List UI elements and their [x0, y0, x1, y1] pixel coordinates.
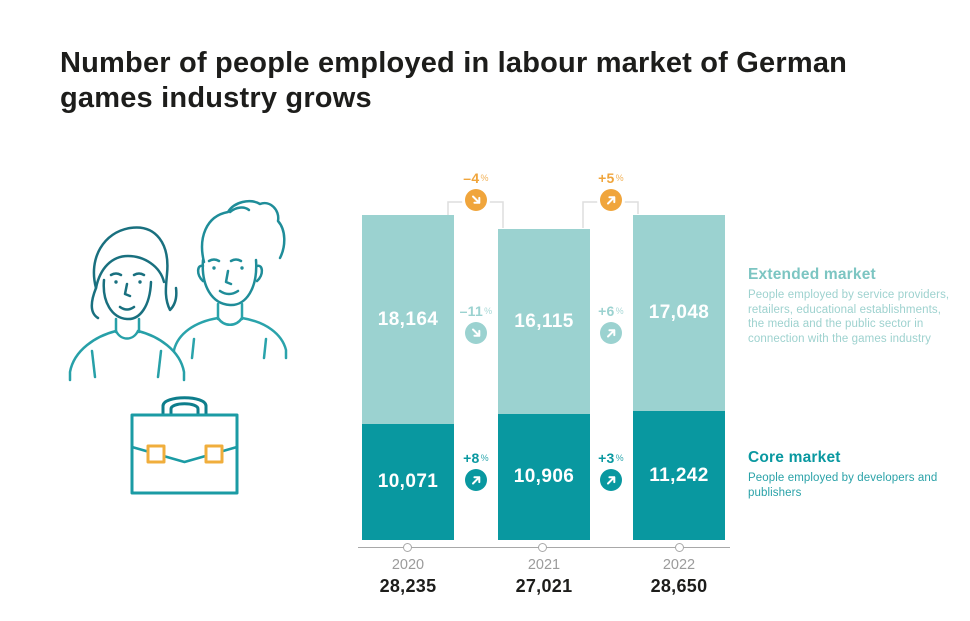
core-change-badge-2021-2022: +3%: [576, 450, 646, 491]
people-briefcase-illustration: [68, 200, 288, 495]
core-segment-2021: 10,906: [498, 414, 590, 540]
year-label-2022: 2022: [662, 557, 696, 573]
page-title-line-2: games industry grows: [60, 82, 372, 114]
axis-tick-dot-2021: [538, 543, 547, 552]
extended-change-badge-2020-2021: –11%: [441, 303, 511, 344]
total-change-label: +5%: [598, 170, 624, 186]
extended-segment-2021: 16,115: [498, 229, 590, 414]
arrow-up-icon: [600, 322, 622, 344]
legend-extended-market: Extended market People employed by servi…: [748, 266, 953, 346]
bar-2022: 17,048 11,242: [633, 215, 725, 540]
extended-change-badge-2021-2022: +6%: [576, 303, 646, 344]
core-change-label: +3%: [598, 450, 624, 466]
year-label-2020: 2020: [391, 557, 425, 573]
total-label-2021: 27,021: [515, 576, 573, 596]
extended-value-2022: 17,048: [648, 302, 710, 323]
core-change-label: +8%: [463, 450, 489, 466]
bar-2020: 18,164 10,071: [362, 215, 454, 540]
extended-segment-2020: 18,164: [362, 215, 454, 424]
arrow-up-icon: [600, 469, 622, 491]
axis-tick-dot-2020: [403, 543, 412, 552]
arrow-up-icon: [465, 469, 487, 491]
legend-core-title: Core market: [748, 449, 841, 466]
core-value-2022: 11,242: [649, 464, 709, 486]
briefcase-buckle-left: [146, 444, 166, 464]
man-illustration: [172, 200, 288, 360]
bar-2021: 16,115 10,906: [498, 229, 590, 540]
extended-value-2020: 18,164: [377, 308, 439, 330]
core-value-2020: 10,071: [377, 471, 439, 492]
page-title-line-1: Number of people employed in labour mark…: [60, 47, 848, 79]
year-label-2021: 2021: [527, 557, 561, 573]
woman-illustration: [68, 226, 186, 386]
extended-change-label: –11%: [459, 303, 493, 319]
axis-tick-dot-2022: [675, 543, 684, 552]
total-change-badge-2021-2022: +5%: [576, 170, 646, 211]
total-change-label: –4%: [463, 170, 489, 186]
total-change-badge-2020-2021: –4%: [441, 170, 511, 211]
extended-value-2021: 16,115: [514, 310, 574, 332]
total-label-2022: 28,650: [650, 576, 708, 596]
arrow-up-icon: [600, 189, 622, 211]
arrow-down-icon: [465, 189, 487, 211]
page-title: Number of people employed in labour mark…: [60, 46, 920, 116]
legend-extended-description: People employed by service providers, re…: [748, 289, 950, 345]
arrow-down-icon: [465, 322, 487, 344]
briefcase-buckle-right: [204, 444, 224, 464]
briefcase-icon: [130, 396, 239, 495]
core-value-2021: 10,906: [513, 466, 575, 487]
legend-extended-title: Extended market: [748, 266, 876, 283]
extended-change-label: +6%: [598, 303, 624, 319]
core-change-badge-2020-2021: +8%: [441, 450, 511, 491]
extended-segment-2022: 17,048: [633, 215, 725, 411]
legend-core-market: Core market People employed by developer…: [748, 449, 953, 500]
core-segment-2020: 10,071: [362, 424, 454, 540]
legend-core-description: People employed by developers and publis…: [748, 472, 938, 499]
total-label-2020: 28,235: [379, 576, 437, 596]
core-segment-2022: 11,242: [633, 411, 725, 540]
